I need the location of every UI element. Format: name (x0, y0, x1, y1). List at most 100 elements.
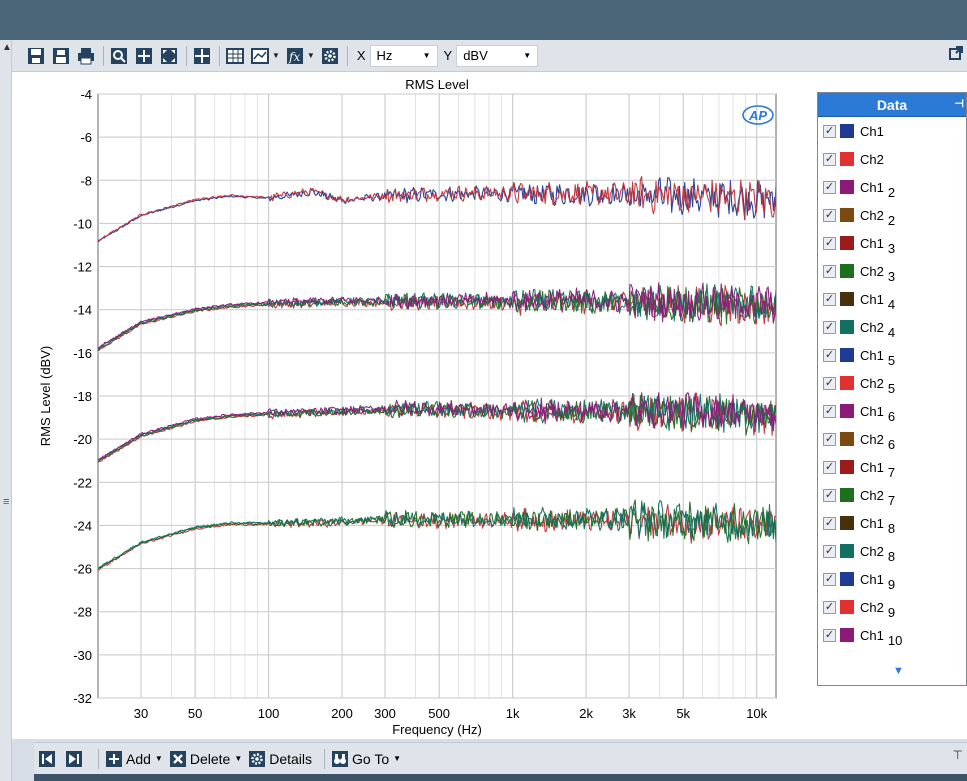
ap-logo-text: AP (748, 108, 767, 123)
x-unit-select[interactable]: Hz ▼ (369, 44, 438, 67)
series-group (98, 176, 776, 571)
legend-header: Data ⊣ (818, 93, 966, 117)
toolbar-separator (346, 45, 348, 66)
legend-item[interactable]: ✓ Ch1 10 (818, 621, 966, 649)
legend-checkbox[interactable]: ✓ (823, 488, 836, 502)
data-legend-panel: Data ⊣ ✓ Ch1 ✓ Ch2 ✓ Ch1 2 ✓ Ch2 2 ✓ Ch1 3 ✓ Ch2 3 ✓ Ch1 4… (817, 92, 967, 686)
legend-checkbox[interactable]: ✓ (823, 544, 836, 558)
goto-button[interactable]: Go To ▼ (331, 750, 401, 768)
collapse-caret-icon[interactable]: ▲ (2, 42, 12, 53)
legend-item[interactable]: ✓ Ch1 8 (818, 509, 966, 537)
legend-checkbox[interactable]: ✓ (823, 348, 836, 362)
legend-item[interactable]: ✓ Ch1 5 (818, 341, 966, 369)
pin-down-icon[interactable]: ⊤ (952, 748, 963, 762)
delete-x-icon (169, 750, 187, 768)
legend-item[interactable]: ✓ Ch2 2 (818, 201, 966, 229)
legend-item[interactable]: ✓ Ch2 9 (818, 593, 966, 621)
y-tick-label: -28 (73, 605, 92, 620)
left-collapse-rail[interactable]: ▲ ≡ (0, 40, 12, 781)
y-unit-value: dBV (463, 48, 488, 63)
y-tick-label: -18 (73, 389, 92, 404)
x-tick-label: 2k (579, 706, 593, 721)
y-unit-select[interactable]: dBV ▼ (456, 44, 539, 67)
fit-icon[interactable] (159, 46, 179, 66)
legend-checkbox[interactable]: ✓ (823, 404, 836, 418)
legend-item[interactable]: ✓ Ch2 8 (818, 537, 966, 565)
legend-item[interactable]: ✓ Ch2 4 (818, 313, 966, 341)
pin-icon[interactable]: ⊣ (954, 98, 964, 110)
y-tick-label: -6 (80, 130, 92, 145)
function-icon[interactable]: fx (285, 46, 305, 66)
legend-checkbox[interactable]: ✓ (823, 180, 836, 194)
pan-icon[interactable] (134, 46, 154, 66)
legend-checkbox[interactable]: ✓ (823, 320, 836, 334)
print-icon[interactable] (76, 46, 96, 66)
legend-checkbox[interactable]: ✓ (823, 236, 836, 250)
legend-item[interactable]: ✓ Ch1 7 (818, 453, 966, 481)
legend-color-swatch (840, 152, 854, 166)
legend-item[interactable]: ✓ Ch2 3 (818, 257, 966, 285)
legend-color-swatch (840, 460, 854, 474)
copy-icon[interactable] (51, 46, 71, 66)
graph-style-icon[interactable] (250, 46, 270, 66)
legend-item-index: 9 (887, 604, 896, 620)
y-tick-label: -24 (73, 518, 92, 533)
legend-checkbox[interactable]: ✓ (823, 376, 836, 390)
rms-level-chart[interactable]: -4 -6 -8 -10 -12 -14 -16 -18 -20 -22 -24 -26 -28 -30 -… (12, 72, 967, 739)
legend-checkbox[interactable]: ✓ (823, 572, 836, 586)
x-tick-label: 5k (676, 706, 690, 721)
settings-gear-icon[interactable] (320, 46, 340, 66)
legend-item[interactable]: ✓ Ch1 9 (818, 565, 966, 593)
y-tick-label: -32 (73, 691, 92, 706)
series-line (98, 500, 776, 569)
legend-checkbox[interactable]: ✓ (823, 208, 836, 222)
legend-item[interactable]: ✓ Ch2 6 (818, 425, 966, 453)
add-button[interactable]: Add ▼ (105, 750, 163, 768)
graph-style-dropdown-icon[interactable]: ▼ (272, 51, 280, 60)
x-tick-label: 30 (134, 706, 148, 721)
legend-item-name: Ch1 (860, 291, 884, 307)
legend-checkbox[interactable]: ✓ (823, 152, 836, 166)
expand-window-icon[interactable] (949, 46, 963, 63)
zoom-icon[interactable] (109, 46, 129, 66)
legend-item[interactable]: ✓ Ch1 2 (818, 173, 966, 201)
legend-item-name: Ch1 (860, 235, 884, 251)
delete-button[interactable]: Delete ▼ (169, 750, 242, 768)
legend-checkbox[interactable]: ✓ (823, 432, 836, 446)
cursor-icon[interactable] (192, 46, 212, 66)
series-line (98, 392, 776, 461)
first-button[interactable] (38, 750, 59, 768)
x-tick-label: 100 (258, 706, 280, 721)
y-tick-label: -14 (73, 303, 92, 318)
legend-checkbox[interactable]: ✓ (823, 460, 836, 474)
legend-item[interactable]: ✓ Ch1 (818, 117, 966, 145)
details-button[interactable]: Details (248, 750, 312, 768)
legend-checkbox[interactable]: ✓ (823, 600, 836, 614)
scroll-down-icon[interactable]: ▼ (893, 665, 904, 677)
legend-item[interactable]: ✓ Ch1 3 (818, 229, 966, 257)
legend-item-name: Ch2 (860, 319, 884, 335)
series-line (98, 282, 776, 349)
legend-item[interactable]: ✓ Ch1 6 (818, 397, 966, 425)
last-button[interactable] (65, 750, 86, 768)
splitter-grip-icon[interactable]: ≡ (3, 496, 10, 508)
legend-item-name: Ch1 (860, 347, 884, 363)
legend-checkbox[interactable]: ✓ (823, 264, 836, 278)
legend-item[interactable]: ✓ Ch2 7 (818, 481, 966, 509)
legend-checkbox[interactable]: ✓ (823, 292, 836, 306)
goto-label: Go To (352, 750, 390, 767)
legend-item[interactable]: ✓ Ch2 (818, 145, 966, 173)
legend-checkbox[interactable]: ✓ (823, 628, 836, 642)
legend-item-index: 5 (887, 380, 896, 396)
legend-checkbox[interactable]: ✓ (823, 516, 836, 530)
legend-color-swatch (840, 348, 854, 362)
save-icon[interactable] (26, 46, 46, 66)
legend-item[interactable]: ✓ Ch2 5 (818, 369, 966, 397)
legend-item-name: Ch1 (860, 459, 884, 475)
table-icon[interactable] (225, 46, 245, 66)
function-dropdown-icon[interactable]: ▼ (306, 51, 315, 60)
legend-color-swatch (840, 292, 854, 306)
chevron-down-icon: ▼ (393, 754, 402, 763)
legend-checkbox[interactable]: ✓ (823, 124, 836, 138)
legend-item[interactable]: ✓ Ch1 4 (818, 285, 966, 313)
